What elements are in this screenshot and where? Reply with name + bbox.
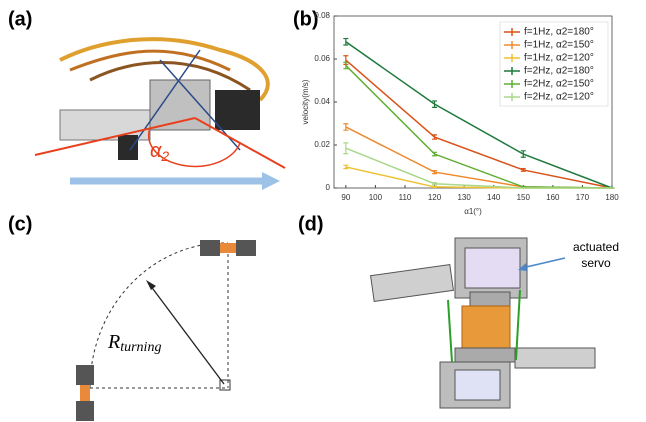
radius-label: Rturning xyxy=(107,331,161,356)
panel-label: (c) xyxy=(8,213,32,235)
servo-label: actuated xyxy=(573,240,619,254)
x-axis-label: α1(°) xyxy=(464,207,482,216)
panel-label: (d) xyxy=(298,213,324,235)
turning-diagram xyxy=(76,240,256,421)
y-tick-label: 0.04 xyxy=(314,97,330,106)
angle-subscript: 2 xyxy=(160,148,169,164)
y-tick-label: 0.06 xyxy=(314,54,330,63)
x-tick-label: 150 xyxy=(517,193,531,202)
robot-photo xyxy=(35,39,285,190)
servo-label: servo xyxy=(581,256,611,270)
angle-label: α2 xyxy=(150,140,169,163)
x-tick-label: 120 xyxy=(428,193,442,202)
x-tick-label: 180 xyxy=(605,193,619,202)
y-tick-label: 0.02 xyxy=(314,140,330,149)
legend-label: f=1Hz, α2=120° xyxy=(524,53,594,64)
panel-label: (a) xyxy=(8,8,32,30)
radius-symbol: R xyxy=(107,331,120,353)
angle-symbol: α xyxy=(150,140,162,162)
x-tick-label: 110 xyxy=(399,193,412,202)
x-tick-label: 130 xyxy=(457,193,471,202)
x-tick-label: 90 xyxy=(341,193,350,202)
y-tick-label: 0.08 xyxy=(314,11,330,20)
legend-label: f=2Hz, α2=180° xyxy=(524,66,594,77)
x-tick-label: 160 xyxy=(546,193,560,202)
legend-label: f=2Hz, α2=150° xyxy=(524,79,594,90)
y-axis-label: velocity(m/s) xyxy=(301,79,310,124)
servo-arrow xyxy=(522,258,565,268)
y-tick-label: 0 xyxy=(326,183,331,192)
legend-label: f=1Hz, α2=180° xyxy=(524,27,594,38)
radius-subscript: turning xyxy=(120,340,161,355)
servo-drawing xyxy=(371,238,595,408)
legend-label: f=2Hz, α2=120° xyxy=(524,92,594,103)
velocity-chart: 0 0.02 0.04 0.06 0.08 90 100 110 120 130 140 150 160… xyxy=(301,11,619,216)
figure: α2 Rturning actuated servo (a) (b) (c) (… xyxy=(0,0,646,422)
x-tick-label: 170 xyxy=(576,193,590,202)
x-tick-label: 140 xyxy=(487,193,501,202)
x-tick-label: 100 xyxy=(369,193,383,202)
error-bar xyxy=(432,186,437,187)
legend-label: f=1Hz, α2=150° xyxy=(524,40,594,51)
